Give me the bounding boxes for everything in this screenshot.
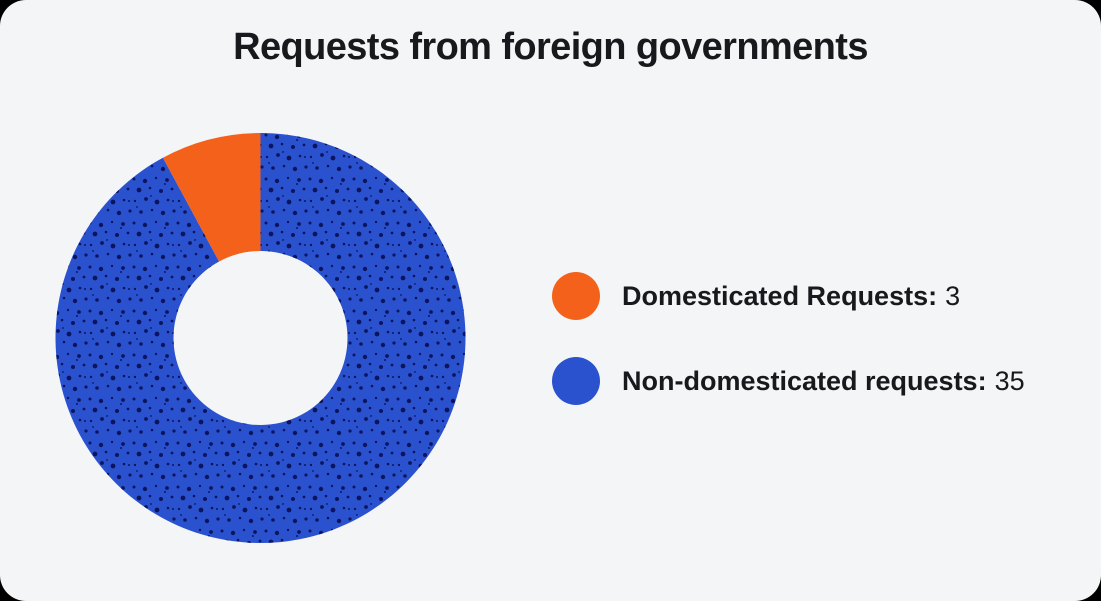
chart-legend: Domesticated Requests: 3 Non-domesticated… bbox=[552, 272, 1025, 405]
legend-label-non-domesticated: Non-domesticated requests: bbox=[622, 365, 987, 396]
donut-segments bbox=[55, 133, 466, 544]
donut-segment-texture bbox=[55, 133, 466, 544]
legend-item-domesticated: Domesticated Requests: 3 bbox=[552, 272, 1025, 320]
legend-value-domesticated: 3 bbox=[945, 280, 961, 311]
donut-segment bbox=[162, 133, 261, 262]
legend-item-non-domesticated: Non-domesticated requests: 35 bbox=[552, 357, 1025, 405]
legend-text-non-domesticated: Non-domesticated requests: 35 bbox=[622, 366, 1025, 397]
legend-swatch-domesticated-icon bbox=[552, 272, 600, 320]
legend-value-non-domesticated: 35 bbox=[994, 365, 1025, 396]
legend-text-domesticated: Domesticated Requests: 3 bbox=[622, 281, 960, 312]
legend-swatch-non-domesticated-icon bbox=[552, 357, 600, 405]
legend-label-domesticated: Domesticated Requests: bbox=[622, 280, 938, 311]
chart-title: Requests from foreign governments bbox=[233, 26, 868, 68]
